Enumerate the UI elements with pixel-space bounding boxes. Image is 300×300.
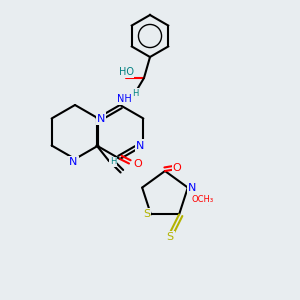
Text: N: N bbox=[69, 157, 78, 167]
Text: NH: NH bbox=[117, 94, 132, 104]
Text: OCH₃: OCH₃ bbox=[192, 195, 214, 204]
Text: S: S bbox=[143, 209, 150, 219]
Text: H: H bbox=[110, 158, 116, 166]
Text: HO: HO bbox=[118, 67, 134, 77]
Text: O: O bbox=[134, 158, 142, 169]
Text: N: N bbox=[136, 140, 145, 151]
Text: N: N bbox=[188, 183, 196, 193]
Text: N: N bbox=[97, 113, 105, 124]
Text: S: S bbox=[167, 232, 174, 242]
Text: H: H bbox=[132, 88, 138, 98]
Text: O: O bbox=[172, 163, 182, 173]
